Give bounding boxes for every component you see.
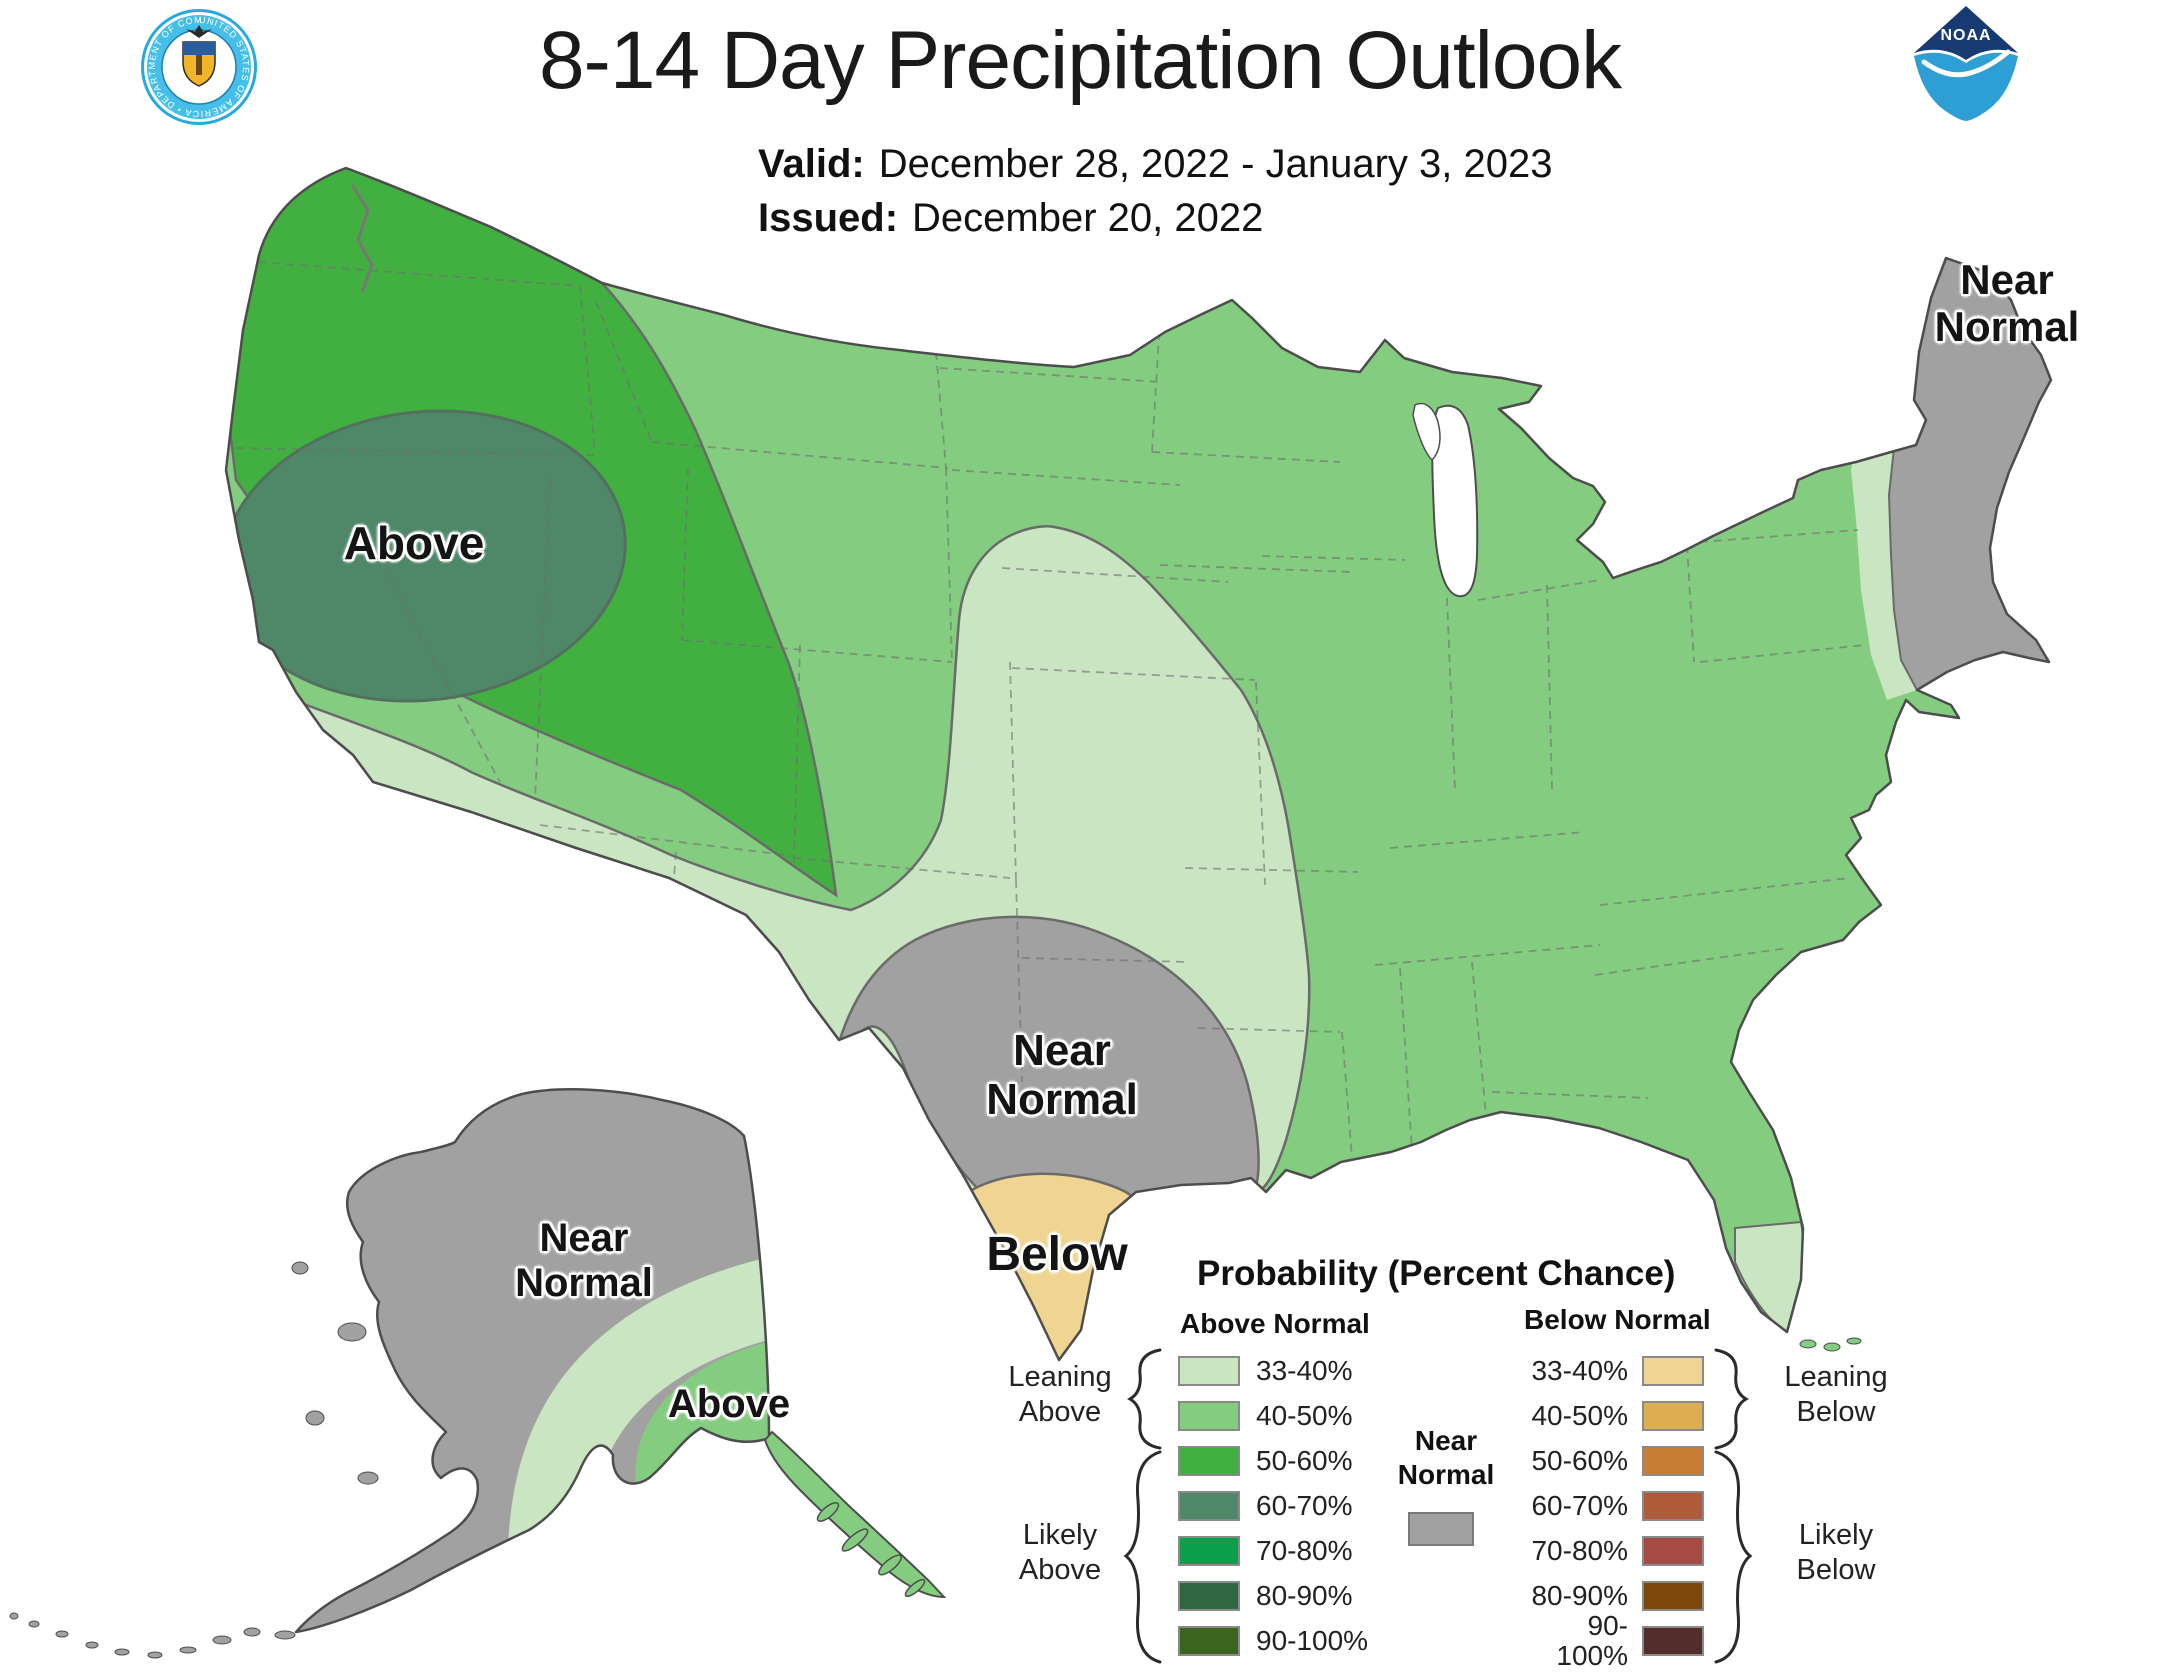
legend-above-normal-header: Above Normal <box>1180 1308 1370 1339</box>
issued-date-line: Issued: December 20, 2022 <box>758 196 1263 241</box>
map-label-above-alaska: Above <box>667 1382 791 1426</box>
alaska-outline <box>294 1088 771 1634</box>
lake-green-bay <box>1412 402 1441 462</box>
noaa-gull-icon <box>1921 49 2011 78</box>
map-label-near-normal-alaska: Near Normal <box>515 1216 653 1305</box>
legend-above-normal-rows: 33-40% 40-50% 50-60% 60-70% 70-80% 80-90% 90-1… <box>1178 1356 1368 1671</box>
legend-likely-above-label: Likely Above <box>1018 1519 1102 1587</box>
map-label-above-west: Above <box>343 517 485 569</box>
legend-range-label: 90-100% <box>1556 1610 1628 1671</box>
valid-value: December 28, 2022 - January 3, 2023 <box>878 142 1553 186</box>
legend-color-swatch <box>1178 1581 1240 1611</box>
aleutian-islands <box>9 1261 379 1659</box>
legend-braces <box>1123 1348 1753 1664</box>
legend-range-label: 60-70% <box>1531 1490 1628 1521</box>
legend-row: 33-40% <box>1528 1356 1704 1386</box>
legend-range-label: 40-50% <box>1531 1400 1628 1431</box>
legend-range-label: 33-40% <box>1531 1355 1628 1386</box>
legend-leaning-below-label: Leaning Below <box>1784 1361 1888 1429</box>
legend-row: 50-60% <box>1528 1446 1704 1476</box>
alaska-near-normal-body <box>296 1089 769 1632</box>
legend-range-label: 90-100% <box>1256 1625 1369 1656</box>
alaska-above-33-40-band <box>508 1259 769 1552</box>
noaa-logo-text: NOAA <box>1940 27 1991 44</box>
brace-leaning-below <box>1714 1348 1749 1450</box>
map-label-near-normal-northeast: Near Normal <box>1934 256 2080 351</box>
issued-label: Issued: <box>758 196 899 240</box>
legend-row: 50-60% <box>1178 1446 1368 1476</box>
legend-row: 90-100% <box>1528 1611 1704 1671</box>
legend-range-label: 80-90% <box>1531 1580 1628 1611</box>
legend-color-swatch <box>1178 1356 1240 1386</box>
alaska-panhandle-islands <box>816 1502 926 1598</box>
region-near-normal-south <box>820 915 1260 1208</box>
legend-color-swatch <box>1642 1581 1704 1611</box>
legend-color-swatch <box>1178 1626 1240 1656</box>
legend-color-swatch <box>1178 1536 1240 1566</box>
brace-likely-below <box>1714 1450 1753 1664</box>
legend-color-swatch <box>1642 1401 1704 1431</box>
legend-row: 33-40% <box>1178 1356 1368 1386</box>
page-title: 8-14 Day Precipitation Outlook <box>538 15 1622 106</box>
valid-date-line: Valid: December 28, 2022 - January 3, 202… <box>758 142 1552 187</box>
legend-range-label: 50-60% <box>1531 1445 1628 1476</box>
noaa-logo: NOAA <box>1902 0 2030 128</box>
alaska-panhandle <box>763 1430 947 1599</box>
legend-leaning-above-label: Leaning Above <box>1008 1361 1112 1429</box>
legend-color-swatch <box>1178 1491 1240 1521</box>
legend-row: 40-50% <box>1528 1401 1704 1431</box>
doc-shield-icon <box>182 25 216 87</box>
region-above-33-40-newengland <box>1851 400 1917 700</box>
legend-row: 80-90% <box>1178 1581 1368 1611</box>
legend-color-swatch <box>1642 1626 1704 1656</box>
alaska-inset <box>9 1088 947 1659</box>
department-of-commerce-logo: UNITED STATES OF AMERICA • DEPARTMENT OF… <box>140 8 258 126</box>
legend-range-label: 60-70% <box>1256 1490 1353 1521</box>
legend-row: 70-80% <box>1178 1536 1368 1566</box>
legend-color-swatch <box>1642 1446 1704 1476</box>
legend-near-normal-label: Near Normal <box>1397 1425 1495 1490</box>
legend-range-label: 40-50% <box>1256 1400 1353 1431</box>
brace-leaning-above <box>1127 1348 1162 1450</box>
legend-row: 60-70% <box>1178 1491 1368 1521</box>
legend-range-label: 70-80% <box>1256 1535 1353 1566</box>
florida-keys <box>1799 1337 1862 1352</box>
legend-range-label: 33-40% <box>1256 1355 1353 1386</box>
legend-row: 90-100% <box>1178 1626 1368 1656</box>
legend-range-label: 80-90% <box>1256 1580 1353 1611</box>
legend-color-swatch <box>1642 1356 1704 1386</box>
legend-likely-below-label: Likely Below <box>1796 1519 1876 1587</box>
lake-michigan <box>1431 404 1479 598</box>
legend-title: Probability (Percent Chance) <box>1197 1254 1676 1293</box>
legend-color-swatch <box>1642 1491 1704 1521</box>
legend-row: 60-70% <box>1528 1491 1704 1521</box>
legend-row: 40-50% <box>1178 1401 1368 1431</box>
legend-below-normal-rows: 33-40% 40-50% 50-60% 60-70% 70-80% 80-90% 90-1… <box>1528 1356 1704 1671</box>
legend-range-label: 50-60% <box>1256 1445 1353 1476</box>
region-above-33-40-florida <box>1734 1220 1805 1334</box>
issued-value: December 20, 2022 <box>912 196 1264 240</box>
map-label-near-normal-south: Near Normal <box>986 1026 1138 1125</box>
legend-below-normal-header: Below Normal <box>1524 1304 1711 1335</box>
legend-color-swatch <box>1178 1401 1240 1431</box>
legend-near-normal-swatch <box>1408 1512 1474 1546</box>
map-label-below-south-texas: Below <box>986 1228 1128 1281</box>
legend-color-swatch <box>1642 1536 1704 1566</box>
legend-range-label: 70-80% <box>1531 1535 1628 1566</box>
region-above-60-70-oval <box>226 409 627 703</box>
valid-label: Valid: <box>758 142 865 186</box>
legend-color-swatch <box>1178 1446 1240 1476</box>
legend-row: 80-90% <box>1528 1581 1704 1611</box>
brace-likely-above <box>1123 1450 1162 1664</box>
lower48-outline <box>224 166 2053 1362</box>
legend-row: 70-80% <box>1528 1536 1704 1566</box>
puget-sound-detail <box>350 184 374 293</box>
